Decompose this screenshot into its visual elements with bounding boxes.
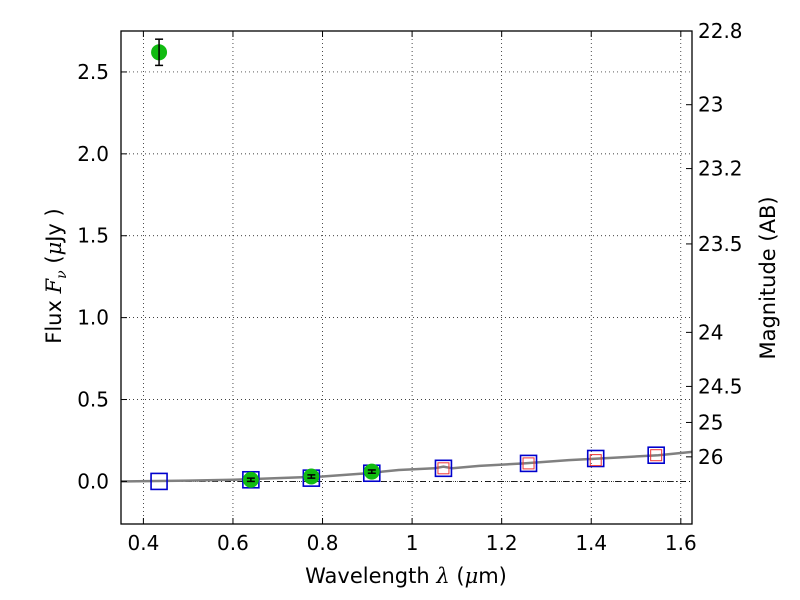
y-tick-label: 0.5 <box>77 388 109 412</box>
x-tick-label: 1 <box>406 531 419 555</box>
y2-axis-label: Magnitude (AB) <box>756 196 780 359</box>
model-spectrum-line <box>120 450 693 483</box>
x-tick-label: 1.6 <box>665 531 697 555</box>
model-photometry-marker <box>647 446 665 465</box>
y-tick-label: 1.0 <box>77 306 109 330</box>
plot-area <box>120 38 693 491</box>
y2-tick-label: 23.2 <box>698 157 743 181</box>
y-tick-label: 1.5 <box>77 224 109 248</box>
x-tick-label: 1.2 <box>486 531 518 555</box>
grid-lines <box>121 31 692 524</box>
y2-tick-label: 24.5 <box>698 374 743 398</box>
y-tick-label: 2.0 <box>77 142 109 166</box>
y2-tick-label: 23 <box>698 93 723 117</box>
axis-ticks: 0.4 0.6 0.8 1 1.2 1.4 1.6 0.0 0.5 1.0 1.5 2.0 2.5 22.… <box>77 19 742 555</box>
model-photometry-marker <box>586 449 605 468</box>
model-photometry-marker <box>519 454 538 473</box>
x-tick-label: 0.4 <box>127 531 159 555</box>
y-tick-label: 2.5 <box>77 60 109 84</box>
observed-ir-marker <box>650 449 663 462</box>
y2-tick-label: 22.8 <box>698 19 743 43</box>
model-photometry-marker <box>150 472 168 491</box>
y2-tick-label: 23.5 <box>698 232 743 256</box>
x-tick-label: 1.4 <box>575 531 607 555</box>
plot-frame <box>120 30 693 525</box>
y2-tick-label: 26 <box>698 445 723 469</box>
observed-ir-marker <box>589 454 602 467</box>
y2-tick-label: 25 <box>698 410 723 434</box>
y-axis-label: Flux Fν (μJy ) <box>42 208 70 343</box>
y2-tick-label: 24 <box>698 320 723 344</box>
observed-ir-marker <box>437 462 450 475</box>
x-axis-label: Wavelength λ (μm) <box>305 564 507 588</box>
model-photometry-marker <box>434 459 453 478</box>
x-tick-label: 0.6 <box>217 531 249 555</box>
x-tick-label: 0.8 <box>307 531 339 555</box>
observed-ir-marker <box>522 457 535 470</box>
y-tick-label: 0.0 <box>77 469 109 493</box>
